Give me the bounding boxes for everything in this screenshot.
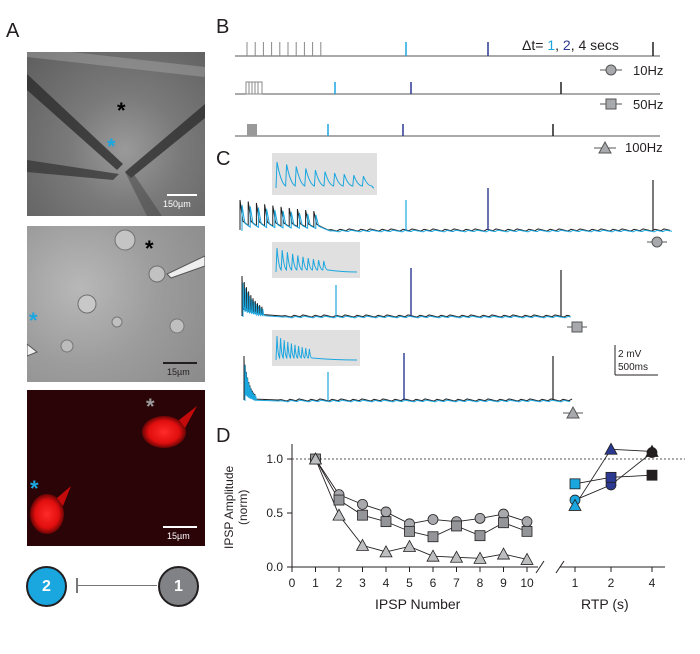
x-tick-label: 6: [430, 576, 437, 590]
blue-cell-marker: *: [30, 476, 39, 501]
data-point-10Hz: [380, 506, 392, 518]
x-tick-label: 8: [477, 576, 484, 590]
data-point-100Hz: [308, 452, 323, 465]
recovery-point-100Hz: [568, 498, 582, 511]
rtp-tick-label: 4: [649, 576, 656, 590]
data-point-50Hz: [380, 516, 392, 528]
data-point-50Hz: [427, 531, 439, 543]
recovery-point-50Hz: [646, 469, 658, 481]
x-axis-label-rtp: RTP (s): [581, 596, 629, 612]
protocol-100hz: [235, 124, 660, 137]
data-point-50Hz: [333, 494, 345, 506]
x-tick-label: 1: [312, 576, 319, 590]
data-point-10Hz: [474, 513, 486, 524]
data-point-100Hz: [379, 545, 393, 558]
data-point-50Hz: [498, 517, 509, 529]
recovery-point-50Hz: [569, 478, 581, 490]
fluorescent-cells: [30, 406, 197, 534]
dic-texture: [27, 229, 205, 357]
scale-bar-label: 15µm: [167, 531, 190, 541]
x-tick-label: 9: [500, 576, 507, 590]
data-point-100Hz: [449, 550, 464, 563]
ipsp-traces: [239, 153, 673, 419]
x-tick-label: 3: [359, 576, 366, 590]
blue-cell-marker: *: [107, 134, 116, 159]
fluorescence-image: * * 15µm: [27, 390, 205, 546]
rtp-tick-label: 2: [608, 576, 615, 590]
pipettes-drawing: [27, 52, 205, 216]
scale-bar: [163, 362, 197, 364]
scale-ms-label: 500ms: [618, 362, 649, 373]
data-point-100Hz: [426, 549, 440, 562]
panel-label-b: B: [216, 16, 230, 38]
axis-break-mark: [555, 560, 565, 574]
recovery-point-50Hz: [605, 471, 617, 483]
scale-bar-label: 15µm: [167, 367, 190, 377]
legend-50hz-marker: [600, 98, 622, 110]
y-axis-label: IPSP Amplitude (norm): [222, 465, 250, 549]
data-point-100Hz: [473, 551, 487, 564]
data-point-100Hz: [402, 539, 417, 552]
recovery-point-100Hz: [645, 444, 659, 457]
inhibitory-bar: [76, 578, 78, 593]
ipsp-amplitude-chart: 0.0 0.5 1.0 0 1 2 3 4 5 6 7 8 9 10 1 2 4: [266, 442, 685, 590]
data-point-50Hz: [357, 509, 368, 521]
x-axis-label-ipsp: IPSP Number: [375, 596, 461, 612]
data-point-100Hz: [520, 552, 534, 565]
series-line-50Hz: [315, 458, 528, 538]
x-tick-label: 5: [406, 576, 413, 590]
data-point-10Hz: [357, 498, 368, 510]
x-tick-label: 7: [453, 576, 460, 590]
legend-10hz-label: 10Hz: [633, 63, 664, 78]
y-tick-label: 0.0: [266, 560, 283, 574]
brightfield-image-low-mag: * * 150µm: [27, 52, 205, 216]
dic-image: * * 15µm: [27, 226, 205, 382]
inhibitory-connection-line: [77, 585, 157, 586]
data-point-100Hz: [496, 547, 511, 560]
stimulus-protocols: [235, 42, 660, 154]
data-point-10Hz: [427, 514, 439, 525]
blue-cell-marker: *: [29, 308, 38, 333]
x-tick-label: 0: [289, 576, 296, 590]
inset-50hz: [272, 242, 360, 278]
series-line-10Hz: [315, 458, 528, 525]
legend-100hz-marker: [594, 140, 616, 154]
y-tick-label: 0.5: [266, 506, 283, 520]
panel-label-d: D: [216, 425, 231, 447]
legend-10hz-marker: [600, 64, 622, 76]
data-point-50Hz: [474, 530, 486, 542]
x-tick-label: 2: [336, 576, 343, 590]
rtp-tick-label: 1: [572, 576, 579, 590]
data-point-50Hz: [521, 525, 533, 537]
cell-1-circle: 1: [158, 566, 199, 607]
data-point-50Hz: [451, 520, 462, 532]
recovery-point-100Hz: [604, 442, 618, 455]
x-tick-label: 10: [520, 576, 534, 590]
panel-label-a: A: [6, 20, 20, 42]
legend-100hz-label: 100Hz: [625, 140, 663, 155]
x-tick-label: 4: [383, 576, 390, 590]
panel-label-c: C: [216, 148, 231, 170]
legend-50hz-label: 50Hz: [633, 97, 664, 112]
scale-bar: [167, 194, 197, 196]
data-point-100Hz: [355, 538, 370, 551]
data-point-50Hz: [404, 525, 415, 537]
data-point-10Hz: [521, 516, 533, 528]
scale-bar: [163, 526, 197, 528]
protocol-50hz: [235, 81, 660, 95]
scale-bar-label: 150µm: [163, 199, 191, 209]
axis-break-mark: [535, 560, 545, 574]
scale-mv-label: 2 mV: [618, 349, 642, 360]
gray-cell-marker: *: [146, 394, 155, 419]
data-point-100Hz: [332, 508, 346, 521]
cell-2-circle: 2: [26, 566, 67, 607]
delta-t-label: Δt= 1, 2, 4 secs: [522, 37, 619, 53]
black-cell-marker: *: [117, 98, 126, 123]
protocol-10hz: [235, 42, 660, 57]
y-tick-label: 1.0: [266, 452, 283, 466]
series-line-100Hz: [315, 458, 528, 560]
black-cell-marker: *: [145, 236, 154, 261]
